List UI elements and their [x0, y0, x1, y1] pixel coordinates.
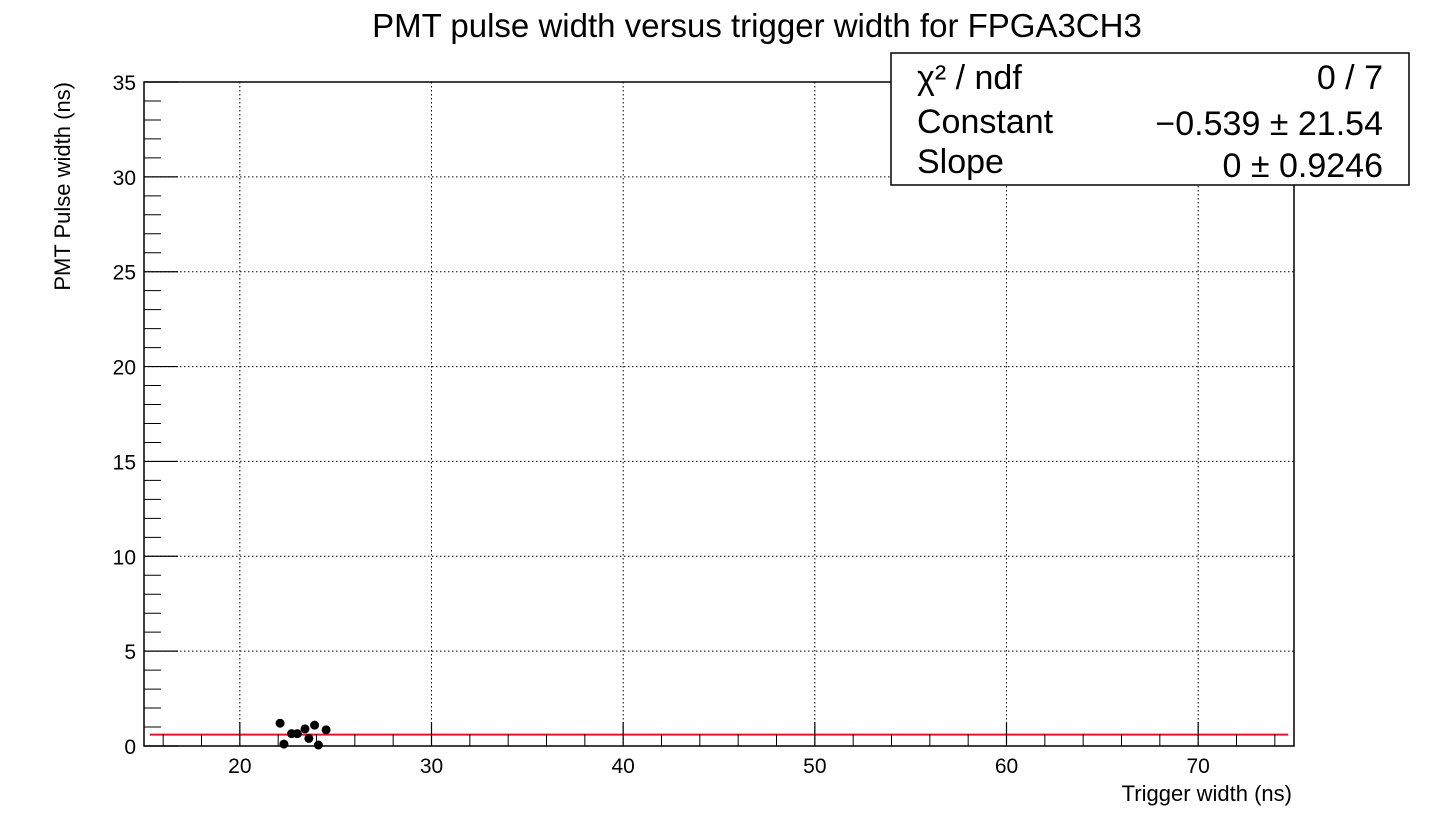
axes: 20 30 40 50 60 70 0 5 10 15 20 25 30 35: [113, 72, 1276, 778]
stats-box-frame: [890, 52, 1410, 186]
y-tick-label: 5: [124, 641, 136, 664]
data-point: [292, 729, 302, 739]
plot-frame: [143, 81, 1295, 747]
data-point: [310, 720, 320, 730]
y-tick-label: 15: [113, 451, 136, 474]
stats-constant-value: −0.539 ± 21.54: [1155, 105, 1383, 143]
y-tick-label: 10: [113, 546, 136, 569]
data-point: [279, 739, 289, 749]
x-tick-label: 30: [420, 755, 443, 778]
x-tick-label: 50: [803, 755, 826, 778]
data-point: [321, 725, 331, 735]
data-points: [275, 718, 331, 750]
stats-constant-label: Constant: [917, 103, 1054, 141]
chart-title: PMT pulse width versus trigger width for…: [372, 7, 1142, 44]
x-tick-label: 20: [228, 755, 251, 778]
y-tick-label: 25: [113, 262, 136, 285]
x-tick-label: 70: [1186, 755, 1209, 778]
x-tick-label: 40: [611, 755, 634, 778]
grid-lines: [144, 81, 1294, 747]
stats-chi2-label: χ² / ndf: [917, 59, 1022, 97]
stats-slope-value: 0 ± 0.9246: [1223, 147, 1383, 185]
y-tick-label: 35: [113, 72, 136, 95]
x-tick-label: 60: [995, 755, 1018, 778]
stats-box: χ² / ndf 0 / 7 Constant −0.539 ± 21.54 S…: [890, 52, 1410, 186]
y-axis-label: PMT Pulse width (ns): [50, 82, 75, 291]
y-tick-label: 20: [113, 357, 136, 380]
data-point: [300, 724, 310, 734]
data-point: [304, 733, 314, 743]
y-tick-label: 0: [124, 736, 136, 759]
stats-chi2-value: 0 / 7: [1317, 59, 1383, 97]
stats-slope-label: Slope: [917, 143, 1004, 181]
data-point: [275, 718, 285, 728]
y-tick-label: 30: [113, 167, 136, 190]
x-axis-label: Trigger width (ns): [1122, 781, 1292, 806]
data-point: [313, 740, 323, 750]
